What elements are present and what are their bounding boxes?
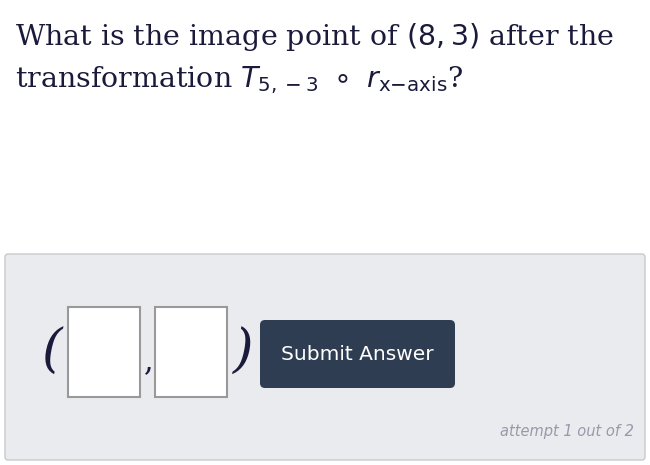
Text: ,: , bbox=[144, 346, 154, 378]
Text: What is the image point of $(8, 3)$ after the: What is the image point of $(8, 3)$ afte… bbox=[15, 21, 614, 53]
Bar bbox=[68, 307, 140, 397]
FancyBboxPatch shape bbox=[260, 320, 455, 388]
Text: (: ( bbox=[42, 326, 62, 378]
Text: Submit Answer: Submit Answer bbox=[281, 345, 434, 364]
Bar bbox=[155, 307, 227, 397]
Text: transformation $T_{5,-3}\ \circ\ r_{\sf{x\mathsf{-}axis}}$?: transformation $T_{5,-3}\ \circ\ r_{\sf{… bbox=[15, 64, 463, 96]
Text: ): ) bbox=[233, 326, 254, 378]
Text: attempt 1 out of 2: attempt 1 out of 2 bbox=[500, 424, 634, 439]
FancyBboxPatch shape bbox=[5, 254, 645, 460]
